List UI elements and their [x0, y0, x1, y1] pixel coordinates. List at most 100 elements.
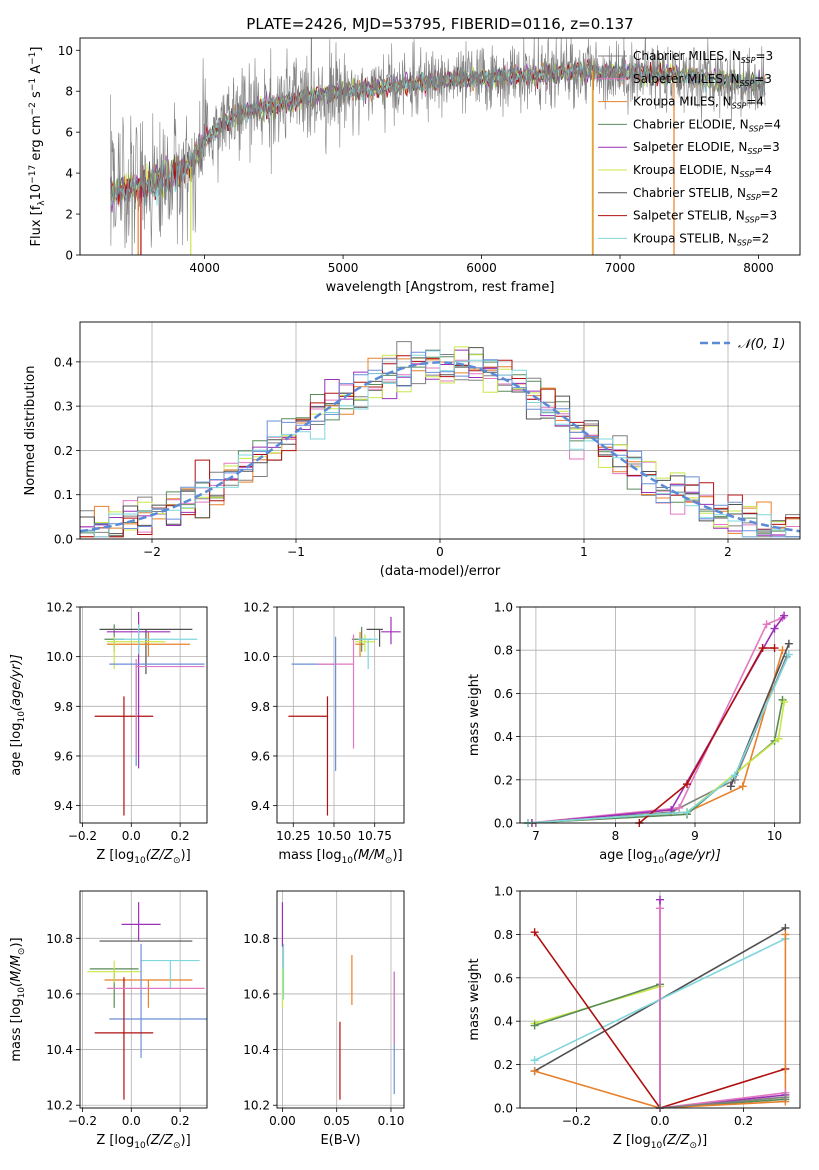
y-axis-label: mass [log10(M/M⊙)] — [9, 937, 27, 1061]
figure-title: PLATE=2426, MJD=53795, FIBERID=0116, z=0… — [246, 15, 633, 33]
y-axis-label: age [log10(age/yr)] — [9, 654, 27, 776]
x-tick-label: 0.2 — [734, 1114, 753, 1128]
axes-frame — [276, 606, 405, 824]
observed-spectrum-line — [110, 38, 766, 255]
x-tick-label: 0.0 — [650, 1114, 669, 1128]
y-tick-label: 10.8 — [243, 932, 270, 946]
weight-point-marker — [781, 930, 790, 939]
x-axis-label: age [log10(age/yr)] — [599, 848, 721, 866]
weight-point-marker — [770, 644, 779, 653]
x-tick-label: 0.0 — [122, 829, 141, 843]
weight-point-marker — [774, 734, 783, 743]
y-tick-label: 0 — [65, 249, 73, 263]
weight-point-marker — [758, 644, 767, 653]
y-tick-label: 9.8 — [54, 700, 73, 714]
x-axis-label: Z [log10(Z/Z⊙)] — [96, 1133, 190, 1151]
weight-point-marker — [726, 782, 735, 791]
y-tick-label: 0.0 — [494, 1102, 513, 1116]
weight-series-line — [531, 615, 785, 824]
y-axis-label: mass weight — [467, 958, 482, 1040]
age-vs-Z-panel: −0.2 0.0 0.2 9.4 9.6 9.8 10.0 10.2 Z [log10(Z/Z⊙… — [9, 601, 208, 866]
x-tick-label: 10.25 — [276, 829, 310, 843]
x-tick-label: 8000 — [743, 261, 774, 275]
weight-series-line — [527, 617, 783, 824]
y-tick-label: 0.6 — [494, 687, 513, 701]
x-tick-label: −1 — [287, 545, 305, 559]
y-axis-label: Normed distribution — [23, 366, 38, 496]
x-axis-label: Z [log10(Z/Z⊙)] — [613, 1133, 707, 1151]
y-tick-label: 10.8 — [46, 932, 73, 946]
weight-point-marker — [656, 904, 664, 913]
weight-vs-age-panel: 7 8 9 10 0.0 0.2 0.4 0.6 0.8 1.0 age [log10(age/yr… — [467, 601, 801, 866]
histogram-step — [80, 346, 800, 538]
y-tick-label: 0.0 — [494, 817, 513, 831]
axes-frame — [519, 890, 801, 1109]
y-tick-label: 10.2 — [243, 1099, 270, 1113]
weight-point-marker — [675, 803, 684, 812]
x-tick-label: 10.75 — [358, 829, 392, 843]
x-tick-label: 6000 — [466, 261, 497, 275]
x-tick-label: 7 — [532, 829, 540, 843]
x-tick-label: 0 — [436, 545, 444, 559]
y-tick-label: 0.6 — [494, 971, 513, 985]
axes-frame — [276, 890, 405, 1109]
legend-label: Chabrier STELIB, NSSP=2 — [633, 186, 778, 202]
x-tick-label: 0.2 — [171, 829, 190, 843]
y-tick-label: 0.2 — [494, 1058, 513, 1072]
x-tick-label: −0.2 — [68, 1114, 97, 1128]
x-tick-label: 0.10 — [378, 1114, 405, 1128]
legend-label: Chabrier MILES, NSSP=3 — [633, 49, 773, 65]
y-tick-label: 10.2 — [46, 1099, 73, 1113]
y-tick-label: 4 — [65, 167, 73, 181]
weight-series-line — [659, 1096, 786, 1109]
y-tick-label: 10.6 — [243, 987, 270, 1001]
normal-curve — [79, 361, 801, 533]
weight-point-marker — [656, 895, 664, 904]
x-tick-label: 0.2 — [171, 1114, 190, 1128]
y-tick-label: 0.3 — [54, 400, 73, 414]
x-axis-label: wavelength [Angstrom, rest frame] — [326, 280, 555, 295]
y-tick-label: 0.4 — [494, 730, 513, 744]
weight-series-line — [527, 699, 784, 824]
y-tick-label: 0.0 — [54, 533, 73, 547]
weight-series-line — [527, 656, 788, 824]
y-tick-label: 0.4 — [54, 355, 73, 369]
weight-point-marker — [738, 782, 747, 791]
weight-point-marker — [530, 1021, 539, 1030]
legend-label: 𝒩(0, 1) — [738, 337, 785, 352]
x-tick-label: 8 — [612, 829, 620, 843]
legend-label: Salpeter STELIB, NSSP=3 — [633, 209, 777, 225]
weight-point-marker — [778, 646, 787, 655]
x-axis-label: E(B-V) — [320, 1133, 360, 1148]
y-tick-label: 2 — [65, 208, 73, 222]
y-tick-label: 0.4 — [494, 1015, 513, 1029]
y-tick-label: 8 — [65, 85, 73, 99]
weight-point-marker — [730, 771, 739, 780]
y-tick-label: 9.6 — [251, 749, 270, 763]
x-tick-label: 0.05 — [323, 1114, 350, 1128]
spectrum-panel: 4000 5000 6000 7000 8000 0 2 4 6 8 10 wavelength [A… — [28, 37, 801, 295]
weight-point-marker — [530, 928, 539, 937]
x-axis-label: mass [log10(M/M⊙)] — [278, 848, 402, 866]
x-tick-label: 4000 — [189, 261, 220, 275]
weight-series-line — [534, 934, 787, 1109]
y-axis-label: mass weight — [467, 674, 482, 756]
y-tick-label: 0.1 — [54, 488, 73, 502]
weight-point-marker — [762, 620, 771, 629]
x-tick-label: −2 — [143, 545, 161, 559]
legend-label: Kroupa MILES, NSSP=4 — [633, 95, 764, 111]
y-tick-label: 0.8 — [494, 644, 513, 658]
y-tick-label: 10.6 — [46, 987, 73, 1001]
axes-frame — [79, 321, 801, 540]
x-tick-label: 9 — [691, 829, 699, 843]
y-tick-label: 1.0 — [494, 885, 513, 899]
histogram-step — [80, 351, 800, 538]
x-tick-label: 5000 — [328, 261, 359, 275]
x-tick-label: 2 — [724, 545, 732, 559]
axes-frame — [79, 37, 801, 256]
legend-label: Kroupa STELIB, NSSP=2 — [633, 231, 769, 247]
weight-point-marker — [781, 1093, 790, 1102]
x-tick-label: 10.50 — [317, 829, 351, 843]
y-tick-label: 10 — [58, 44, 73, 58]
